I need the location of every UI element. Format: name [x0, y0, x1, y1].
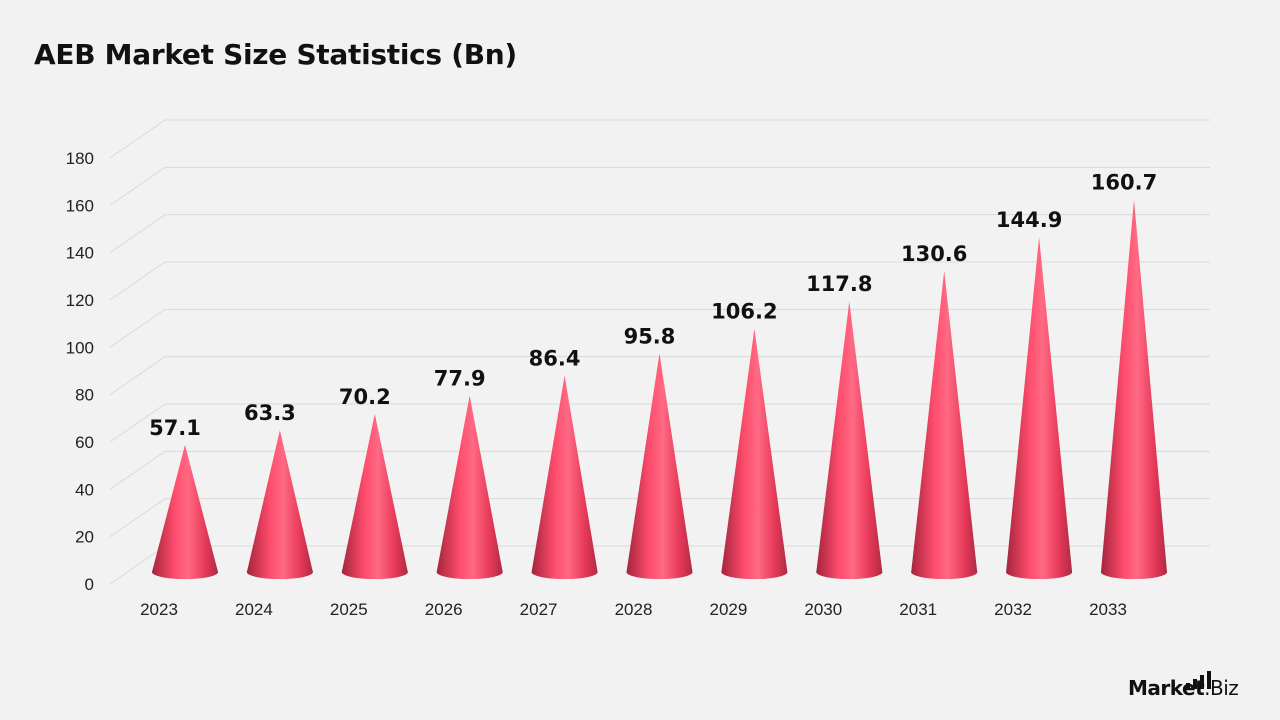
cone-body — [246, 430, 313, 579]
y-tick-label: 140 — [66, 244, 94, 263]
brand-name: Market.Biz — [1128, 676, 1239, 700]
cone-bar — [626, 353, 693, 579]
data-label: 95.8 — [624, 324, 676, 348]
cone-body — [911, 270, 978, 579]
y-tick-label: 100 — [66, 338, 94, 357]
brand-name-suffix: .Biz — [1204, 676, 1239, 700]
cone-bar — [436, 395, 503, 579]
x-tick-label: 2025 — [330, 600, 368, 619]
gridline — [109, 166, 1210, 206]
data-label: 77.9 — [434, 367, 486, 391]
y-tick-label: 60 — [75, 433, 94, 452]
data-labels: 57.1 63.3 70.2 77.9 86.4 95.8 106.2 117.8 130.6 1… — [149, 171, 1157, 440]
y-tick-label: 160 — [66, 196, 94, 215]
data-label: 160.7 — [1091, 171, 1157, 195]
cone-bar — [816, 301, 883, 579]
cone-body — [531, 375, 598, 579]
cone-body — [1101, 199, 1167, 579]
cone-body — [816, 301, 883, 579]
data-label: 144.9 — [996, 208, 1062, 232]
x-axis: 2023 2024 2025 2026 2027 2028 2029 2030 2031 2032… — [140, 600, 1127, 619]
x-tick-label: 2031 — [899, 600, 937, 619]
cone-bar — [152, 444, 218, 579]
y-tick-label: 40 — [75, 480, 94, 499]
cone-body — [626, 353, 693, 579]
cone-body — [341, 413, 408, 579]
cone-body — [1006, 237, 1073, 579]
cone-bar — [911, 270, 978, 579]
y-tick-label: 120 — [66, 291, 94, 310]
x-tick-label: 2027 — [520, 600, 558, 619]
gridline — [109, 261, 1210, 301]
cone-bar — [1006, 237, 1073, 579]
data-label: 106.2 — [711, 300, 777, 324]
cone-bar — [1101, 199, 1167, 579]
chart-title: AEB Market Size Statistics (Bn) — [34, 38, 517, 71]
x-tick-label: 2024 — [235, 600, 273, 619]
cone-bar — [341, 413, 408, 579]
brand-name-bold: Market — [1128, 676, 1205, 700]
x-tick-label: 2029 — [709, 600, 747, 619]
y-tick-label: 20 — [75, 528, 94, 547]
x-tick-label: 2023 — [140, 600, 178, 619]
data-label: 63.3 — [244, 401, 296, 425]
y-tick-label: 180 — [66, 149, 94, 168]
y-tick-label: 80 — [75, 386, 94, 405]
signal-bars-icon — [1186, 671, 1226, 689]
y-axis: 0 20 40 60 80 100 120 140 160 180 — [66, 149, 94, 594]
y-tick-label: 0 — [85, 575, 94, 594]
cone-body — [721, 328, 788, 579]
data-label: 86.4 — [529, 347, 581, 371]
x-tick-label: 2026 — [425, 600, 463, 619]
x-tick-label: 2030 — [804, 600, 842, 619]
gridline — [109, 214, 1210, 254]
plot-marks — [152, 199, 1167, 579]
cone-bar — [721, 328, 788, 579]
data-label: 117.8 — [806, 272, 872, 296]
cone-body — [152, 444, 218, 579]
data-label: 57.1 — [149, 416, 201, 440]
gridline — [109, 356, 1210, 396]
x-tick-label: 2028 — [615, 600, 653, 619]
gridline — [109, 119, 1210, 159]
grid-layer — [109, 119, 1210, 585]
x-tick-label: 2032 — [994, 600, 1032, 619]
cone-bar — [246, 430, 313, 579]
gridline — [109, 308, 1210, 348]
cone-bar — [531, 375, 598, 579]
data-label: 70.2 — [339, 385, 391, 409]
brand-logo: Market.Biz — [1128, 668, 1268, 708]
x-tick-label: 2033 — [1089, 600, 1127, 619]
data-label: 130.6 — [901, 242, 967, 266]
cone-body — [436, 395, 503, 579]
